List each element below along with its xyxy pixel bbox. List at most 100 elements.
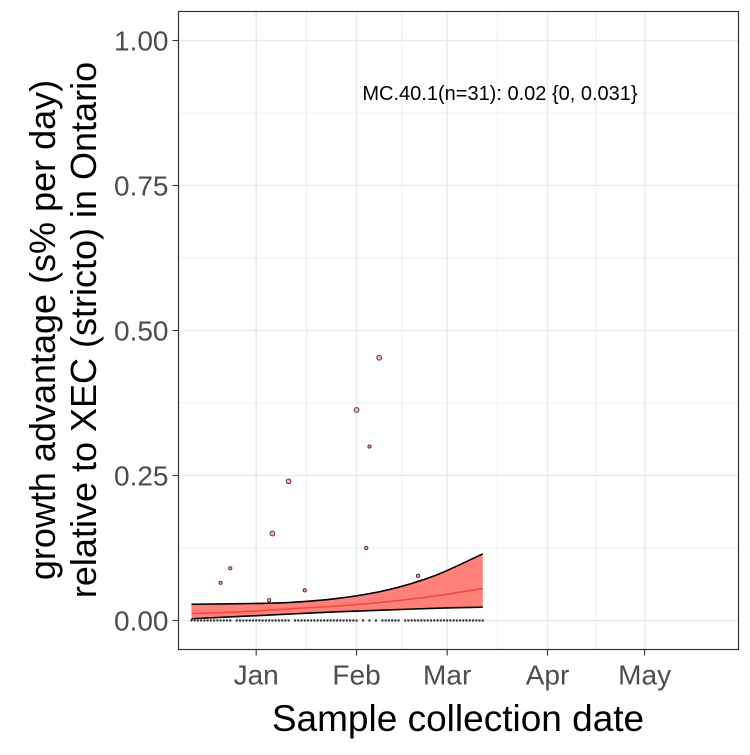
- zero-point: [368, 619, 371, 622]
- y-tick-label: 0.25: [114, 461, 169, 492]
- data-point: [267, 598, 272, 603]
- zero-point: [206, 619, 209, 622]
- annotation-label: MC.40.1(n=31): 0.02 {0, 0.031}: [362, 83, 638, 105]
- zero-point: [219, 619, 222, 622]
- zero-point: [264, 619, 268, 622]
- zero-point: [212, 619, 216, 622]
- zero-point: [475, 619, 478, 622]
- zero-point: [423, 619, 426, 622]
- zero-point: [254, 619, 258, 622]
- data-points: [218, 354, 421, 603]
- zero-point: [287, 619, 290, 622]
- y-tick-label: 0.50: [114, 316, 169, 347]
- confidence-ribbon: [191, 553, 484, 620]
- grid-lines: [178, 11, 739, 650]
- zero-point: [300, 619, 303, 622]
- zero-point: [355, 619, 358, 622]
- zero-point: [245, 619, 248, 622]
- zero-point: [462, 619, 465, 622]
- zero-point: [481, 619, 484, 622]
- zero-point: [342, 619, 345, 622]
- zero-point: [445, 619, 449, 622]
- zero-point: [225, 619, 229, 622]
- data-point: [415, 573, 421, 578]
- zero-point: [394, 619, 397, 622]
- zero-point: [387, 619, 391, 622]
- data-point: [269, 530, 276, 537]
- data-point: [376, 354, 383, 361]
- zero-point: [397, 619, 400, 622]
- zero-point: [271, 619, 274, 622]
- zero-point: [384, 619, 387, 622]
- zero-point: [322, 619, 326, 622]
- zero-point: [306, 619, 310, 622]
- data-point: [367, 444, 372, 449]
- y-tick-label: 0.75: [114, 171, 169, 202]
- ribbon-fill: [191, 553, 483, 619]
- zero-point: [203, 619, 206, 622]
- zero-point: [258, 619, 261, 622]
- x-tick-label: Mar: [423, 660, 471, 691]
- zero-point: [381, 619, 384, 622]
- zero-point: [251, 619, 255, 622]
- zero-point: [403, 619, 407, 622]
- zero-point: [284, 619, 287, 622]
- x-tick-label: Jan: [234, 660, 279, 691]
- zero-point: [442, 619, 446, 622]
- zero-point: [433, 619, 436, 622]
- zero-points: [190, 619, 484, 622]
- zero-point: [339, 619, 342, 622]
- y-axis-title-line-2: relative to XEC (stricto) in Ontario: [63, 62, 104, 598]
- y-tick-label: 1.00: [114, 26, 169, 57]
- zero-point: [332, 619, 336, 622]
- zero-point: [348, 619, 352, 622]
- zero-point: [235, 619, 238, 622]
- zero-point: [345, 619, 349, 622]
- zero-point: [280, 619, 284, 622]
- zero-point: [190, 619, 193, 622]
- zero-point: [293, 619, 297, 622]
- ribbon-lower-bound: [191, 606, 483, 620]
- zero-point: [471, 619, 475, 622]
- zero-point: [449, 619, 452, 622]
- zero-point: [420, 619, 423, 622]
- zero-point: [361, 619, 365, 622]
- zero-point: [229, 619, 232, 622]
- data-point: [302, 588, 307, 593]
- x-axis-ticks: Jan Feb Mar Apr May: [234, 649, 671, 691]
- zero-point: [316, 619, 319, 622]
- zero-point: [196, 619, 200, 622]
- data-point: [228, 566, 233, 571]
- zero-point: [209, 619, 213, 622]
- zero-point: [410, 619, 413, 622]
- zero-point: [458, 619, 462, 622]
- fit-line: [191, 587, 483, 615]
- y-tick-label: 0.00: [114, 606, 169, 637]
- zero-point: [326, 619, 329, 622]
- y-axis-ticks: 0.00 0.25 0.50 0.75 1.00: [114, 26, 179, 637]
- zero-point: [468, 619, 472, 622]
- zero-point: [222, 619, 226, 622]
- data-point: [364, 545, 369, 551]
- zero-point: [216, 619, 219, 622]
- x-tick-label: Feb: [332, 660, 380, 691]
- data-point: [353, 407, 360, 413]
- zero-point: [390, 619, 394, 622]
- data-point: [285, 478, 292, 485]
- zero-point: [478, 619, 481, 622]
- x-tick-label: Apr: [526, 660, 570, 691]
- zero-point: [329, 619, 332, 622]
- zero-point: [313, 619, 316, 622]
- zero-point: [248, 619, 251, 622]
- zero-point: [416, 619, 420, 622]
- zero-point: [261, 619, 264, 622]
- zero-point: [319, 619, 323, 622]
- zero-point: [303, 619, 306, 622]
- zero-point: [436, 619, 439, 622]
- zero-point: [426, 619, 429, 622]
- zero-point: [242, 619, 245, 622]
- zero-point: [238, 619, 242, 622]
- zero-point: [413, 619, 417, 622]
